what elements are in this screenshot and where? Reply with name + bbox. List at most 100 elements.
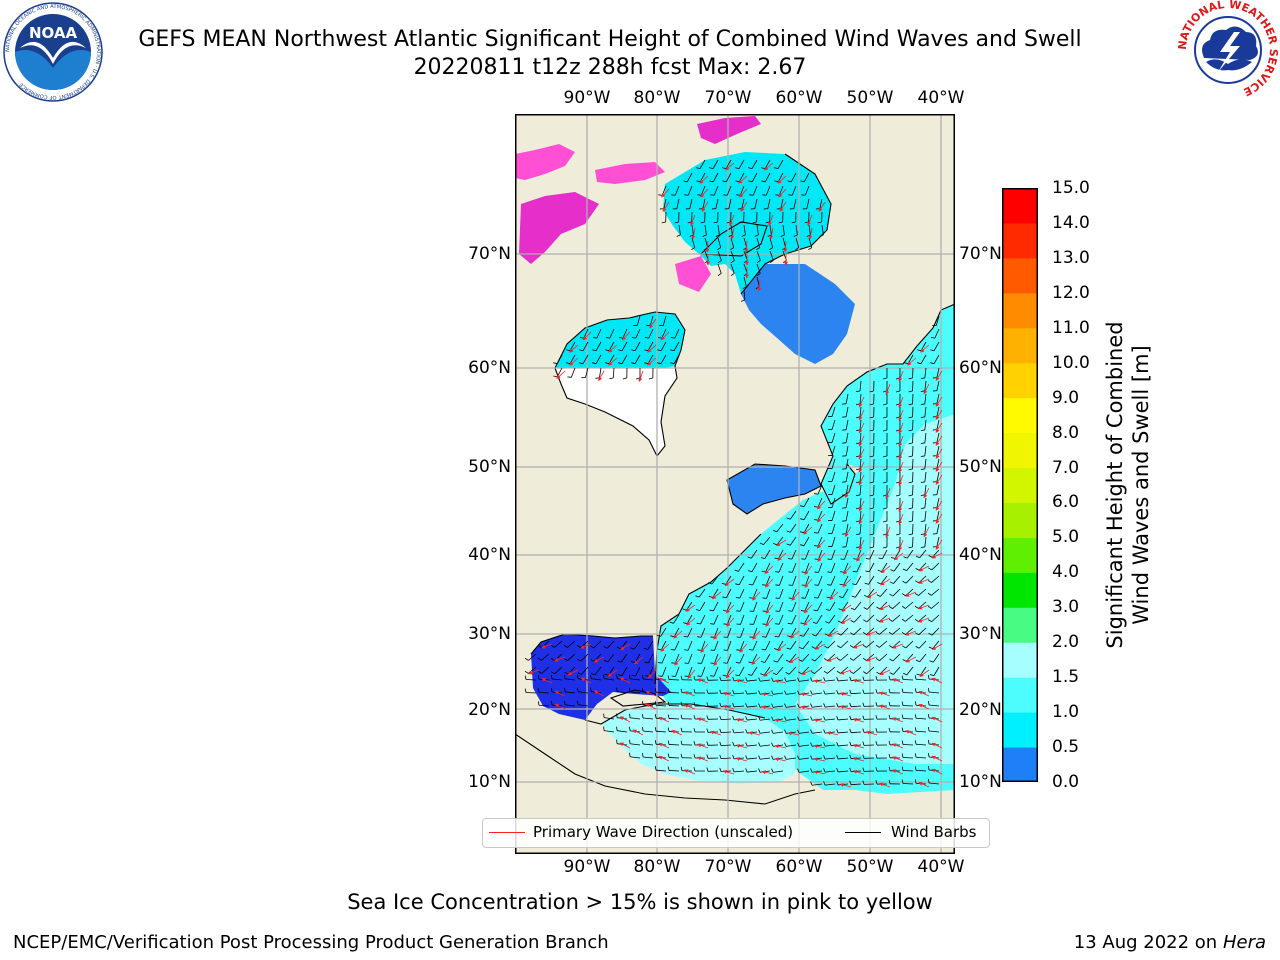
colorbar-segment <box>1002 397 1038 434</box>
wind-barb <box>758 729 771 734</box>
wave-direction-arrow <box>662 201 670 212</box>
wave-direction-arrow <box>816 500 826 510</box>
wave-direction-arrow <box>923 383 930 395</box>
wave-direction-arrow <box>705 240 710 253</box>
wind-barb <box>629 713 641 720</box>
wind-barb <box>762 627 771 638</box>
wind-barb <box>852 575 862 586</box>
wave-direction-arrow <box>722 691 735 697</box>
wind-barb <box>837 640 849 649</box>
wind-barb <box>869 484 875 497</box>
wind-barb <box>883 432 888 445</box>
wind-barb <box>788 562 797 573</box>
wind-barb <box>828 406 836 417</box>
wind-barb <box>617 653 628 663</box>
wind-barb <box>908 458 914 471</box>
wind-barb <box>920 367 927 379</box>
wave-direction-arrow <box>852 756 865 762</box>
wind-barb <box>875 715 888 720</box>
wind-barb <box>749 185 758 196</box>
sea-ice-north-3 <box>675 256 711 292</box>
wave-direction-arrow <box>879 617 891 623</box>
wave-direction-arrow <box>593 690 605 697</box>
wind-barb <box>901 753 914 759</box>
wind-barb <box>736 614 745 625</box>
wind-barb <box>745 690 758 695</box>
wind-barb <box>758 742 771 747</box>
wind-barb <box>888 688 901 694</box>
wind-barb <box>564 700 576 707</box>
wave-direction-arrow <box>818 201 826 212</box>
wind-barb <box>888 601 901 610</box>
wind-barb <box>700 211 706 224</box>
wind-barb <box>842 471 849 483</box>
wind-barb <box>669 614 680 624</box>
wave-direction-arrow <box>892 743 904 749</box>
wind-barb <box>869 419 875 432</box>
wind-barb <box>642 739 654 746</box>
wind-barb <box>828 510 836 521</box>
wind-barb <box>889 653 901 662</box>
wind-barb <box>732 689 745 695</box>
wave-direction-arrow <box>858 435 865 447</box>
wave-direction-arrow <box>935 435 943 446</box>
wind-barb <box>795 237 800 251</box>
wind-barb <box>616 726 628 733</box>
wind-barb <box>823 781 836 786</box>
wind-barb <box>883 458 888 471</box>
wind-barb <box>800 497 810 508</box>
wave-direction-legend-label: Primary Wave Direction (unscaled) <box>533 823 794 841</box>
wind-barb <box>710 185 719 196</box>
wave-direction-arrow <box>556 370 566 379</box>
wind-barb <box>908 406 914 419</box>
colorbar-tick-label: 5.0 <box>1052 527 1080 548</box>
wind-barb <box>849 702 862 708</box>
wave-direction-arrow <box>738 175 748 184</box>
lat-label-right-4: 30°N <box>959 624 1002 644</box>
gulf-of-mexico <box>531 634 671 720</box>
wind-barb <box>788 185 797 196</box>
wind-barb <box>813 588 823 599</box>
wind-barb <box>869 523 875 536</box>
wave-direction-arrow <box>817 552 826 562</box>
wind-barb <box>784 677 797 682</box>
wind-barb <box>930 354 940 365</box>
wave-direction-arrow <box>840 669 852 675</box>
wind-barb <box>680 727 693 733</box>
wave-direction-arrow <box>898 422 904 434</box>
wind-barb <box>772 523 784 533</box>
wind-barb <box>735 575 745 586</box>
wind-barb <box>742 276 747 289</box>
wave-direction-arrow <box>866 630 878 636</box>
wind-barb <box>629 687 641 694</box>
wind-barb <box>618 354 628 365</box>
wind-barb <box>749 614 758 625</box>
wind-barb <box>644 328 654 339</box>
wind-barb <box>642 713 654 720</box>
wave-direction-arrow <box>892 678 904 684</box>
wave-direction-arrow <box>735 757 748 762</box>
colorbar-segment <box>1002 257 1038 294</box>
colorbar-segment <box>1002 222 1038 259</box>
wind-barb <box>706 754 719 759</box>
wave-direction-arrow <box>885 487 891 499</box>
wave-direction-arrow <box>808 227 813 240</box>
wave-direction-arrow <box>844 487 852 499</box>
wave-direction-arrow <box>813 718 826 723</box>
wind-barb <box>745 703 758 708</box>
wind-barb <box>644 653 654 664</box>
wind-barb <box>642 726 654 733</box>
wind-barb <box>811 653 823 662</box>
wind-barb <box>592 328 602 339</box>
wave-direction-arrow <box>709 730 722 736</box>
wave-direction-arrow <box>697 756 709 762</box>
wind-barb <box>592 354 602 365</box>
wave-direction-arrow <box>779 201 787 212</box>
wave-direction-arrow <box>725 604 735 614</box>
wind-barb <box>828 536 836 547</box>
wave-direction-arrow <box>918 578 930 584</box>
wind-barb <box>862 780 875 785</box>
wind-barb <box>748 562 758 573</box>
wave-direction-arrow <box>858 513 865 525</box>
wave-direction-arrow <box>739 188 748 198</box>
